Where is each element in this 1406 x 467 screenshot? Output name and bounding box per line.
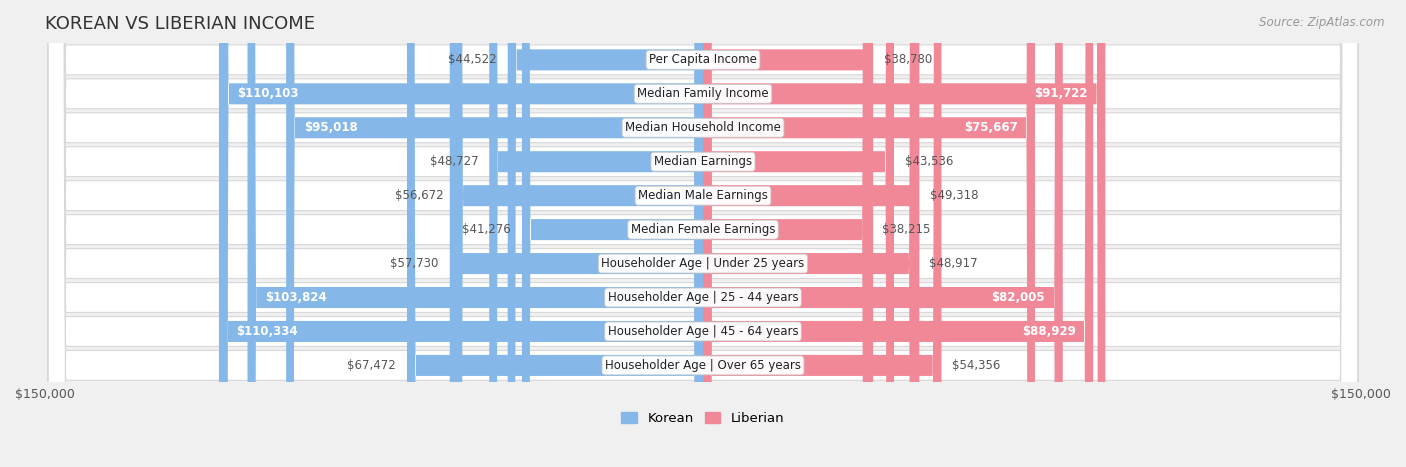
Text: $103,824: $103,824 — [266, 291, 326, 304]
FancyBboxPatch shape — [48, 0, 1358, 467]
Text: $38,215: $38,215 — [882, 223, 929, 236]
Text: $91,722: $91,722 — [1035, 87, 1088, 100]
FancyBboxPatch shape — [287, 0, 703, 467]
Text: $110,103: $110,103 — [238, 87, 299, 100]
Text: Median Female Earnings: Median Female Earnings — [631, 223, 775, 236]
Text: Householder Age | Under 25 years: Householder Age | Under 25 years — [602, 257, 804, 270]
Text: $54,356: $54,356 — [952, 359, 1001, 372]
Text: $95,018: $95,018 — [304, 121, 357, 134]
Legend: Korean, Liberian: Korean, Liberian — [616, 406, 790, 430]
FancyBboxPatch shape — [703, 0, 1105, 467]
Text: $82,005: $82,005 — [991, 291, 1045, 304]
FancyBboxPatch shape — [703, 0, 1063, 467]
Text: Householder Age | Over 65 years: Householder Age | Over 65 years — [605, 359, 801, 372]
FancyBboxPatch shape — [489, 0, 703, 467]
Text: $48,727: $48,727 — [430, 155, 478, 168]
FancyBboxPatch shape — [703, 0, 920, 467]
Text: $75,667: $75,667 — [963, 121, 1018, 134]
Text: $41,276: $41,276 — [463, 223, 510, 236]
FancyBboxPatch shape — [703, 0, 1092, 467]
Text: KOREAN VS LIBERIAN INCOME: KOREAN VS LIBERIAN INCOME — [45, 15, 315, 33]
FancyBboxPatch shape — [247, 0, 703, 467]
FancyBboxPatch shape — [703, 0, 942, 467]
Text: Source: ZipAtlas.com: Source: ZipAtlas.com — [1260, 16, 1385, 29]
FancyBboxPatch shape — [48, 0, 1358, 467]
FancyBboxPatch shape — [454, 0, 703, 467]
Text: $67,472: $67,472 — [347, 359, 396, 372]
FancyBboxPatch shape — [508, 0, 703, 467]
FancyBboxPatch shape — [703, 0, 1035, 467]
Text: Per Capita Income: Per Capita Income — [650, 53, 756, 66]
Text: $48,917: $48,917 — [928, 257, 977, 270]
Text: Householder Age | 45 - 64 years: Householder Age | 45 - 64 years — [607, 325, 799, 338]
Text: Median Male Earnings: Median Male Earnings — [638, 189, 768, 202]
Text: $110,334: $110,334 — [236, 325, 298, 338]
FancyBboxPatch shape — [48, 0, 1358, 467]
FancyBboxPatch shape — [48, 0, 1358, 467]
FancyBboxPatch shape — [450, 0, 703, 467]
Text: $38,780: $38,780 — [884, 53, 932, 66]
FancyBboxPatch shape — [219, 0, 703, 467]
FancyBboxPatch shape — [48, 0, 1358, 467]
Text: $44,522: $44,522 — [449, 53, 496, 66]
FancyBboxPatch shape — [48, 0, 1358, 467]
FancyBboxPatch shape — [48, 0, 1358, 467]
Text: $57,730: $57,730 — [391, 257, 439, 270]
FancyBboxPatch shape — [406, 0, 703, 467]
FancyBboxPatch shape — [48, 0, 1358, 467]
Text: $43,536: $43,536 — [905, 155, 953, 168]
Text: Median Family Income: Median Family Income — [637, 87, 769, 100]
Text: Median Earnings: Median Earnings — [654, 155, 752, 168]
FancyBboxPatch shape — [703, 0, 873, 467]
Text: $56,672: $56,672 — [395, 189, 443, 202]
FancyBboxPatch shape — [703, 0, 894, 467]
FancyBboxPatch shape — [48, 0, 1358, 467]
FancyBboxPatch shape — [219, 0, 703, 467]
FancyBboxPatch shape — [703, 0, 918, 467]
FancyBboxPatch shape — [522, 0, 703, 467]
FancyBboxPatch shape — [48, 0, 1358, 467]
FancyBboxPatch shape — [703, 0, 870, 467]
Text: Householder Age | 25 - 44 years: Householder Age | 25 - 44 years — [607, 291, 799, 304]
Text: $49,318: $49,318 — [931, 189, 979, 202]
Text: Median Household Income: Median Household Income — [626, 121, 780, 134]
Text: $88,929: $88,929 — [1022, 325, 1076, 338]
